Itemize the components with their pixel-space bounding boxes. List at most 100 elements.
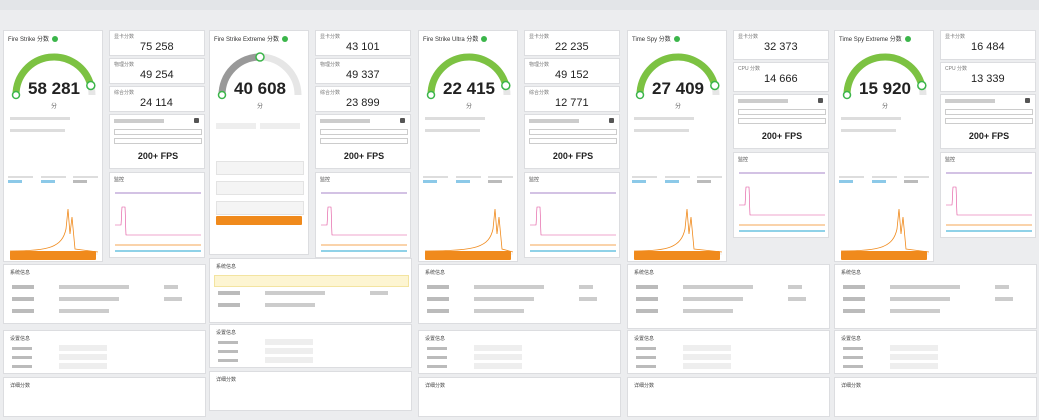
action-button[interactable] [216, 216, 302, 225]
system-info-title: 系统信息 [841, 270, 862, 276]
resolution-select[interactable] [529, 138, 617, 144]
view-details-button[interactable] [634, 251, 720, 260]
score-gauge [426, 53, 511, 100]
info-row [216, 161, 304, 175]
gauge-fill [843, 53, 926, 96]
info-value [683, 285, 753, 289]
resolution-select[interactable] [114, 138, 202, 144]
info-side [995, 285, 1009, 289]
view-details-button[interactable] [841, 251, 927, 260]
system-info-title: 系统信息 [10, 270, 31, 276]
game-select[interactable] [738, 109, 826, 115]
game-select[interactable] [114, 129, 202, 135]
settings-value [683, 363, 731, 369]
view-details-button[interactable] [10, 251, 96, 260]
gpu-line [425, 117, 485, 120]
monitoring-chart [530, 192, 616, 252]
fps-card-title [114, 119, 164, 123]
overall-score: 15 920 [859, 79, 911, 98]
fps-card-title [320, 119, 370, 123]
score-title: Fire Strike 分数 [8, 37, 50, 43]
fps-value: 200+ FPS [552, 151, 594, 161]
details-title: 详细分数 [216, 377, 237, 383]
subscore-value: 23 899 [346, 97, 380, 109]
info-value [59, 297, 119, 301]
monitoring-title: 监控 [738, 157, 749, 163]
resolution-select[interactable] [320, 138, 408, 144]
mini-stat [697, 176, 722, 183]
subscore-card: CPU 分数 13 339 [940, 62, 1036, 92]
settings-label [843, 356, 863, 359]
system-info-title: 系统信息 [216, 264, 237, 270]
settings-label [636, 356, 656, 359]
settings-title: 设置信息 [634, 336, 655, 342]
mini-stats [839, 176, 929, 183]
score-gauge [635, 53, 720, 100]
series-line [115, 206, 201, 236]
fps-value: 200+ FPS [968, 131, 1010, 141]
system-info-card: 系统信息 [418, 264, 621, 324]
fps-estimate-card: 200+ FPS [315, 114, 411, 169]
cpu-line [425, 129, 480, 132]
score-title: Time Spy Extreme 分数 [839, 37, 902, 43]
details-title: 详细分数 [841, 383, 862, 389]
mini-stats [423, 176, 513, 183]
game-select[interactable] [320, 129, 408, 135]
overall-score: 22 415 [443, 79, 495, 98]
info-label [12, 285, 34, 289]
resolution-select[interactable] [945, 118, 1033, 124]
settings-label [843, 347, 863, 350]
fps-estimate-card: 200+ FPS [733, 94, 829, 149]
subscore-label: 综合分数 [114, 90, 135, 96]
mini-stat-value [40, 180, 55, 183]
info-value [265, 303, 315, 307]
mini-stat [632, 176, 657, 183]
info-side [788, 285, 802, 289]
info-label [12, 309, 34, 313]
settings-value [59, 345, 107, 351]
frequency-series [841, 208, 929, 253]
overall-score: 40 608 [234, 79, 286, 98]
info-label [843, 285, 865, 289]
resolution-select[interactable] [738, 118, 826, 124]
score-card-title: Time Spy Extreme 分数 [835, 31, 933, 46]
settings-value [474, 345, 522, 351]
details-title: 详细分数 [634, 383, 655, 389]
mini-stat-value [423, 180, 437, 183]
score-title: Fire Strike Ultra 分数 [423, 37, 479, 43]
score-card-title: Fire Strike Extreme 分数 [210, 31, 308, 46]
settings-value [474, 354, 522, 360]
settings-label [843, 365, 863, 368]
settings-card: 设置信息 [834, 330, 1037, 374]
mini-stat-value [73, 180, 87, 183]
monitoring-title: 监控 [945, 157, 956, 163]
series-line [946, 186, 1032, 216]
info-value [474, 297, 534, 301]
fps-value: 200+ FPS [137, 151, 179, 161]
mini-stat [664, 176, 690, 183]
game-select[interactable] [529, 129, 617, 135]
monitoring-card: 监控 [524, 172, 620, 258]
score-card-title: Fire Strike Ultra 分数 [419, 31, 517, 46]
score-card: Fire Strike 分数 58 281 分 [3, 30, 103, 262]
frequency-series [634, 208, 722, 253]
score-title: Time Spy 分数 [632, 37, 671, 43]
subscore-label: 显卡分数 [114, 34, 135, 40]
view-details-button[interactable] [425, 251, 511, 260]
subscore-label: 综合分数 [320, 90, 341, 96]
gpu-line [10, 117, 70, 120]
settings-label [218, 359, 238, 362]
info-label [636, 297, 658, 301]
info-label [427, 297, 449, 301]
frequency-series [10, 208, 98, 253]
gauge-fill [427, 53, 510, 96]
info-side [164, 285, 178, 289]
info-value [890, 297, 950, 301]
fps-value: 200+ FPS [343, 151, 385, 161]
system-info-card: 系统信息 [627, 264, 830, 329]
subscore-label: 物理分数 [114, 62, 135, 68]
monitoring-card: 监控 [940, 152, 1036, 238]
game-select[interactable] [945, 109, 1033, 115]
settings-value [890, 354, 938, 360]
info-value [59, 285, 129, 289]
